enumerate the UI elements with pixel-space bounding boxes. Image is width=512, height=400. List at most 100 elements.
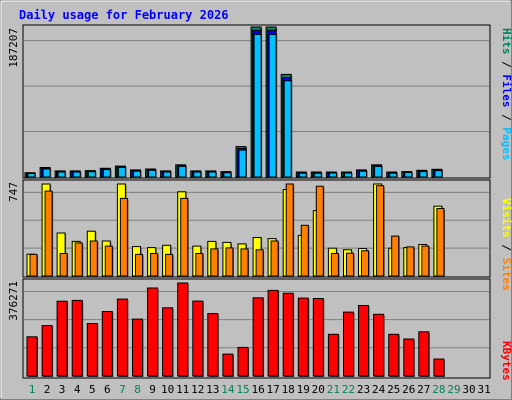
bar-sites-day-14 [225, 247, 234, 277]
bar-sites-day-9 [150, 253, 159, 277]
bar-sites-day-5 [89, 240, 98, 277]
bar-pages-day-9 [148, 169, 157, 178]
x-tick-label-9: 9 [149, 383, 156, 396]
x-tick-label-11: 11 [176, 383, 189, 396]
bar-kbytes-day-23 [358, 305, 369, 377]
bar-kbytes-day-28 [433, 358, 445, 377]
bar-sites-day-6 [104, 245, 113, 277]
bar-sites-day-27 [421, 245, 430, 277]
legend-top: Hits / Files / Pages [500, 28, 512, 161]
x-tick-label-2: 2 [44, 383, 51, 396]
bar-kbytes-day-21 [327, 333, 339, 377]
bar-sites-day-11 [180, 197, 189, 277]
x-tick-label-18: 18 [282, 383, 295, 396]
bar-kbytes-day-8 [132, 318, 143, 377]
x-tick-label-19: 19 [297, 383, 310, 396]
bar-sites-day-23 [361, 250, 369, 277]
bar-pages-day-3 [57, 171, 66, 178]
bar-pages-day-6 [102, 169, 111, 178]
bar-pages-day-18 [283, 80, 292, 178]
bar-pages-day-16 [253, 33, 262, 178]
bar-pages-day-13 [208, 171, 217, 178]
x-tick-label-17: 17 [266, 383, 279, 396]
x-tick-label-24: 24 [372, 383, 386, 396]
bar-pages-day-19 [298, 172, 307, 178]
bar-kbytes-day-11 [177, 282, 189, 377]
bar-pages-day-25 [389, 172, 398, 178]
x-tick-label-16: 16 [251, 383, 264, 396]
x-tick-label-15: 15 [236, 383, 249, 396]
legend-pages: Pages [500, 127, 512, 160]
bar-sites-day-1 [29, 253, 38, 277]
bar-kbytes-day-24 [373, 313, 385, 377]
bar-pages-day-5 [87, 171, 96, 178]
bar-sites-day-13 [210, 248, 219, 277]
bar-sites-day-17 [270, 240, 279, 277]
x-tick-label-3: 3 [59, 383, 66, 396]
bar-kbytes-day-25 [388, 333, 400, 377]
x-tick-label-1: 1 [29, 383, 36, 396]
bar-pages-day-26 [404, 172, 413, 178]
bar-sites-day-12 [195, 253, 204, 277]
bar-pages-day-2 [42, 168, 51, 178]
bar-kbytes-day-17 [267, 289, 279, 377]
bar-kbytes-day-12 [192, 300, 204, 377]
bar-sites-day-22 [346, 252, 354, 277]
middle-ymax-label: 747 [7, 182, 20, 202]
x-tick-label-30: 30 [462, 383, 475, 396]
bar-pages-day-22 [344, 172, 352, 178]
bar-sites-day-16 [255, 249, 264, 277]
bar-sites-day-20 [315, 185, 324, 277]
bar-sites-day-2 [44, 190, 53, 277]
x-tick-label-21: 21 [327, 383, 340, 396]
bar-pages-day-15 [238, 149, 247, 178]
bar-pages-day-17 [268, 33, 277, 178]
bar-sites-day-28 [436, 208, 445, 277]
chart-title: Daily usage for February 2026 [19, 8, 229, 22]
bar-pages-day-23 [359, 170, 367, 178]
bar-sites-day-4 [74, 242, 83, 277]
x-tick-label-14: 14 [221, 383, 235, 396]
bar-sites-day-18 [285, 183, 294, 277]
bar-pages-day-24 [374, 165, 383, 178]
x-tick-label-4: 4 [74, 383, 81, 396]
bar-pages-day-11 [178, 165, 187, 178]
x-tick-label-29: 29 [447, 383, 460, 396]
bar-kbytes-day-16 [252, 297, 264, 377]
bar-kbytes-day-20 [312, 298, 324, 377]
x-tick-label-23: 23 [357, 383, 370, 396]
x-tick-label-31: 31 [477, 383, 490, 396]
x-tick-label-5: 5 [89, 383, 96, 396]
bar-pages-day-20 [313, 172, 322, 178]
x-tick-label-10: 10 [161, 383, 174, 396]
legend-bottom: KBytes [500, 341, 512, 381]
bar-kbytes-day-5 [86, 323, 98, 377]
bar-kbytes-day-27 [418, 331, 430, 377]
bar-kbytes-day-13 [207, 313, 219, 377]
legend-hits: Hits [500, 28, 512, 55]
x-tick-label-6: 6 [104, 383, 111, 396]
bar-kbytes-day-18 [282, 292, 294, 377]
bar-kbytes-day-14 [222, 353, 234, 377]
bar-sites-day-10 [165, 253, 174, 277]
legend-sites: Sites [500, 258, 512, 291]
bar-pages-day-8 [133, 170, 141, 178]
bar-kbytes-day-10 [162, 307, 174, 377]
bar-kbytes-day-4 [71, 299, 83, 377]
bar-kbytes-day-7 [116, 298, 128, 377]
x-tick-label-27: 27 [417, 383, 430, 396]
legend-files: Files [500, 74, 512, 107]
bar-pages-day-21 [328, 172, 337, 178]
bar-sites-day-8 [135, 253, 143, 277]
bar-pages-day-14 [223, 172, 232, 178]
legend-kbytes: KBytes [500, 341, 512, 381]
bar-sites-day-15 [240, 248, 249, 277]
x-tick-label-26: 26 [402, 383, 415, 396]
x-tick-label-12: 12 [191, 383, 204, 396]
bar-kbytes-day-3 [56, 300, 68, 377]
bottom-ymax-label: 376271 [7, 281, 20, 321]
legend-sep-2: / [500, 108, 512, 128]
x-tick-label-7: 7 [119, 383, 126, 396]
